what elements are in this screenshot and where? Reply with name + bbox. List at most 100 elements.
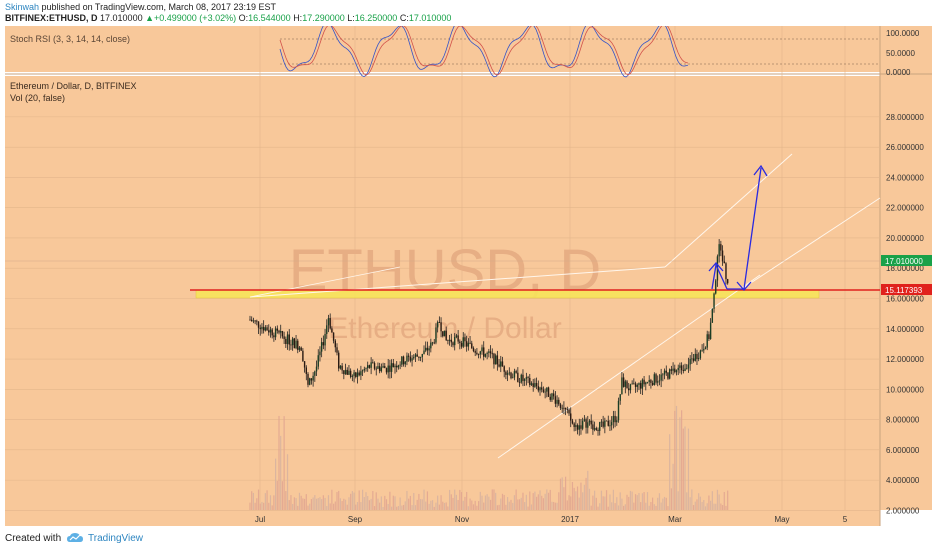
price-tick-label: 26.000000 <box>886 143 924 152</box>
candle-body <box>315 366 318 372</box>
candle-body <box>435 327 437 343</box>
candle-body <box>322 342 325 346</box>
candle-body <box>650 380 652 383</box>
price-chart[interactable]: ETHUSD, D Ethereum / Dollar Stoch RSI (3… <box>0 26 932 527</box>
volume-bar <box>727 490 729 510</box>
volume-bar <box>292 503 294 510</box>
volume-bar <box>578 497 580 510</box>
candle-body <box>459 341 461 344</box>
volume-bar <box>518 499 521 510</box>
volume-bar <box>452 497 454 510</box>
volume-bar <box>495 492 497 510</box>
volume-bar <box>397 505 400 510</box>
volume-bar <box>297 505 299 510</box>
price-tick-label: 18.000000 <box>886 264 924 273</box>
volume-bar <box>643 492 645 510</box>
volume-bar <box>602 496 604 510</box>
candle-body <box>454 337 456 346</box>
candle-body <box>547 387 550 397</box>
trendline-left[interactable] <box>249 266 401 298</box>
candle-body <box>481 347 483 352</box>
volume-bar <box>406 490 408 510</box>
candle-body <box>610 422 613 426</box>
candle-body <box>646 381 649 383</box>
projection-path-1[interactable] <box>711 262 728 290</box>
candle-body <box>257 321 260 328</box>
candle-body <box>460 343 463 347</box>
trendline-channel-top[interactable] <box>664 153 793 268</box>
open-label: O: <box>238 13 249 23</box>
volume-bar <box>319 497 321 510</box>
candle-body <box>532 383 534 387</box>
volume-bar <box>595 497 597 510</box>
volume-bar <box>503 494 505 510</box>
candle-body <box>445 330 447 341</box>
candle-body <box>384 366 386 369</box>
volume-bar <box>662 498 664 510</box>
volume-bar <box>428 503 430 510</box>
candle-body <box>329 318 331 329</box>
gridlines <box>5 26 880 511</box>
candle-body <box>397 365 400 368</box>
trendline-lower[interactable] <box>497 274 761 459</box>
candle-body <box>477 354 480 355</box>
candle-body <box>508 372 511 374</box>
tradingview-brand[interactable]: TradingView <box>88 533 144 544</box>
candle-body <box>496 355 499 365</box>
price-tick-label: 6.000000 <box>886 446 920 455</box>
volume-bar <box>629 490 632 510</box>
time-axis[interactable] <box>5 510 880 526</box>
candle-body <box>505 371 507 375</box>
candle-body <box>595 428 598 430</box>
candle-body <box>407 355 410 357</box>
candle-body <box>701 350 703 352</box>
candle-body <box>479 351 482 355</box>
candle-body <box>491 353 493 355</box>
volume-bar <box>420 499 422 510</box>
candle-body <box>312 375 314 381</box>
candle-body <box>687 364 690 369</box>
candle-body <box>597 429 599 431</box>
trendline-upper-channel[interactable] <box>249 266 666 298</box>
tradingview-logo-icon[interactable] <box>66 532 84 544</box>
candle-body <box>510 372 512 379</box>
candle-body <box>389 365 391 372</box>
candle-body <box>709 322 712 340</box>
candle-body <box>599 422 601 431</box>
volume-bar <box>331 489 333 510</box>
candle-body <box>506 373 509 375</box>
volume-bar <box>583 484 585 510</box>
candle-body <box>619 394 621 401</box>
trendline-right[interactable] <box>739 197 881 291</box>
volume-bar <box>360 502 362 510</box>
author-name[interactable]: Skinwah <box>5 2 40 12</box>
candle-body <box>269 329 272 333</box>
volume-bar <box>553 501 555 510</box>
volume-bar <box>686 492 688 510</box>
price-tick-label: 8.000000 <box>886 416 920 425</box>
volume-bar <box>515 489 517 510</box>
candle-body <box>686 368 688 370</box>
candle-body <box>421 353 424 357</box>
candle-body <box>278 330 280 333</box>
volume-bar <box>546 489 548 510</box>
volume-bar <box>466 491 468 510</box>
candle-body <box>694 353 696 361</box>
candle-body <box>726 279 729 284</box>
candle-body <box>273 335 275 338</box>
candle-body <box>541 387 543 390</box>
volume-bar <box>390 506 393 510</box>
candle-body <box>404 361 406 365</box>
candle-body <box>264 327 267 331</box>
candle-body <box>670 369 673 371</box>
candle-body <box>418 356 420 358</box>
projection-path-2[interactable] <box>727 167 762 290</box>
candle-body <box>501 361 504 367</box>
volume-bar <box>565 476 567 510</box>
candle-body <box>425 347 427 351</box>
candle-body <box>423 350 425 354</box>
price-axis[interactable] <box>880 26 932 510</box>
volume-bar <box>414 505 417 510</box>
volume-bar <box>367 496 369 510</box>
candle-body <box>715 280 717 294</box>
